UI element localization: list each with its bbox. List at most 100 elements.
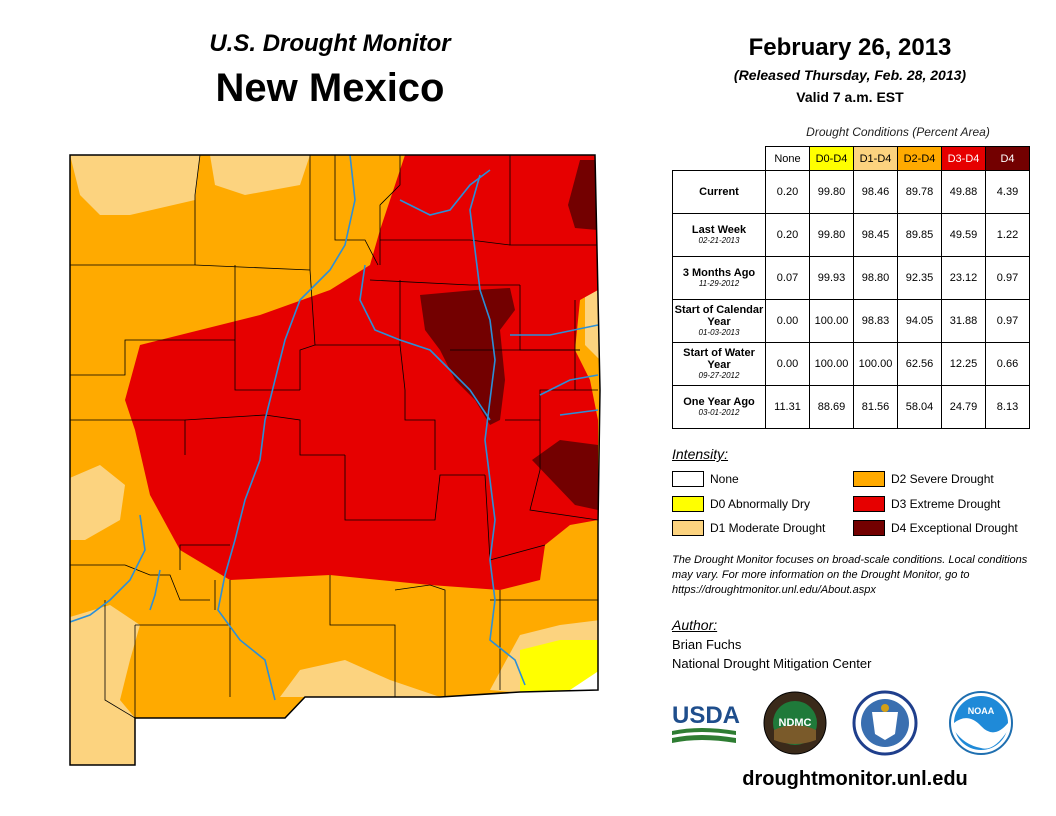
legend-item-none: None (672, 471, 739, 487)
valid-time: Valid 7 a.m. EST (796, 89, 904, 105)
map-date: February 26, 2013 (748, 34, 952, 61)
noaa-logo: NOAA (949, 691, 1013, 755)
d1-area-east (585, 285, 600, 360)
legend-item-d0: D0 Abnormally Dry (672, 496, 810, 512)
table-cell: 89.85 (897, 213, 942, 257)
table-cell: 99.93 (809, 256, 854, 300)
table-cell: 81.56 (853, 385, 898, 429)
table-cell: 12.25 (941, 342, 986, 386)
table-cell: 98.46 (853, 170, 898, 214)
table-cell: 98.45 (853, 213, 898, 257)
table-cell: 62.56 (897, 342, 942, 386)
table-cell: 0.00 (765, 342, 810, 386)
commerce-logo (852, 690, 918, 756)
col-d4: D4 (985, 146, 1030, 171)
map-subtitle: U.S. Drought Monitor (209, 30, 451, 57)
legend-item-d4: D4 Exceptional Drought (853, 520, 1018, 536)
legend-item-d3: D3 Extreme Drought (853, 496, 1000, 512)
table-cell: 0.07 (765, 256, 810, 300)
table-header-row: None D0-D4 D1-D4 D2-D4 D3-D4 D4 (673, 146, 1030, 171)
table-cell: 1.22 (985, 213, 1030, 257)
d0-area (520, 640, 600, 692)
noaa-logo-text: NOAA (968, 706, 995, 716)
website-link[interactable]: droughtmonitor.unl.edu (742, 768, 968, 790)
table-cell: 0.66 (985, 342, 1030, 386)
table-row: Last Week 02-21-2013 0.20 99.80 98.45 89.… (672, 213, 1030, 257)
legend-item-d1: D1 Moderate Drought (672, 520, 825, 536)
d1-area-west (70, 465, 125, 540)
legend-swatch (853, 520, 885, 536)
table-cell: 49.88 (941, 170, 986, 214)
legend-label: D0 Abnormally Dry (710, 497, 811, 511)
author-title: Author: (672, 617, 718, 633)
table-cell: 0.97 (985, 299, 1030, 343)
ndmc-logo-text: NDMC (779, 717, 812, 729)
table-row: Start of Calendar Year 01-03-2013 0.00 10… (672, 299, 1030, 343)
table-cell: 24.79 (941, 385, 986, 429)
legend-swatch (853, 471, 885, 487)
table-cell: 0.20 (765, 170, 810, 214)
table-corner (673, 147, 766, 171)
row-label: One Year Ago 03-01-2012 (672, 385, 766, 429)
legend-label: D4 Exceptional Drought (891, 521, 1018, 535)
table-cell: 99.80 (809, 213, 854, 257)
disclaimer-note: The Drought Monitor focuses on broad-sca… (672, 554, 1028, 596)
table-row: 3 Months Ago 11-29-2012 0.07 99.93 98.80 … (672, 256, 1030, 300)
rivers (70, 155, 599, 701)
table-cell: 98.80 (853, 256, 898, 300)
d1-area-southwest (70, 605, 140, 765)
table-cell: 99.80 (809, 170, 854, 214)
legend-swatch (672, 496, 704, 512)
table-row: Current 0.20 99.80 98.46 89.78 49.88 4.3… (672, 170, 1030, 214)
row-label: 3 Months Ago 11-29-2012 (672, 256, 766, 300)
table-cell: 11.31 (765, 385, 810, 429)
table-cell: 100.00 (809, 342, 854, 386)
county-boundaries (70, 155, 600, 719)
drought-map (69, 154, 601, 766)
table-cell: 4.39 (985, 170, 1030, 214)
col-d0-d4: D0-D4 (809, 146, 854, 171)
table-cell: 31.88 (941, 299, 986, 343)
d4-area-northeast (568, 160, 598, 230)
row-label: Start of Calendar Year 01-03-2013 (672, 299, 766, 343)
table-row: Start of Water Year 09-27-2012 0.00 100.0… (672, 342, 1030, 386)
author-org: National Drought Mitigation Center (672, 656, 872, 671)
release-date: (Released Thursday, Feb. 28, 2013) (733, 67, 967, 83)
table-cell: 92.35 (897, 256, 942, 300)
usda-logo: USDA (672, 702, 740, 743)
legend-label: D1 Moderate Drought (710, 521, 826, 535)
state-title: New Mexico (215, 66, 445, 110)
col-d3-d4: D3-D4 (941, 146, 986, 171)
table-cell: 0.20 (765, 213, 810, 257)
table-caption: Drought Conditions (Percent Area) (806, 125, 990, 139)
d4-area-east (532, 440, 598, 510)
legend-item-d2: D2 Severe Drought (853, 471, 994, 487)
ndmc-logo: NDMC (763, 691, 827, 755)
legend-swatch (672, 520, 704, 536)
table-cell: 88.69 (809, 385, 854, 429)
table-cell: 0.00 (765, 299, 810, 343)
d1-area-north (210, 155, 310, 195)
d3-area (125, 155, 598, 590)
table-cell: 8.13 (985, 385, 1030, 429)
table-cell: 100.00 (809, 299, 854, 343)
table-cell: 94.05 (897, 299, 942, 343)
col-d1-d4: D1-D4 (853, 146, 898, 171)
d1-area-south (280, 660, 440, 697)
legend-swatch (853, 496, 885, 512)
table-cell: 23.12 (941, 256, 986, 300)
author-name: Brian Fuchs (672, 637, 742, 652)
legend-label: D3 Extreme Drought (891, 497, 1001, 511)
legend-swatch (672, 471, 704, 487)
state-outline (69, 154, 601, 766)
table-cell: 98.83 (853, 299, 898, 343)
table-cell: 89.78 (897, 170, 942, 214)
legend-label: D2 Severe Drought (891, 472, 994, 486)
legend-title: Intensity: (672, 446, 729, 462)
table-cell: 0.97 (985, 256, 1030, 300)
legend-label: None (710, 472, 739, 486)
col-d2-d4: D2-D4 (897, 146, 942, 171)
table-cell: 49.59 (941, 213, 986, 257)
row-label: Current (672, 170, 766, 214)
row-label: Start of Water Year 09-27-2012 (672, 342, 766, 386)
